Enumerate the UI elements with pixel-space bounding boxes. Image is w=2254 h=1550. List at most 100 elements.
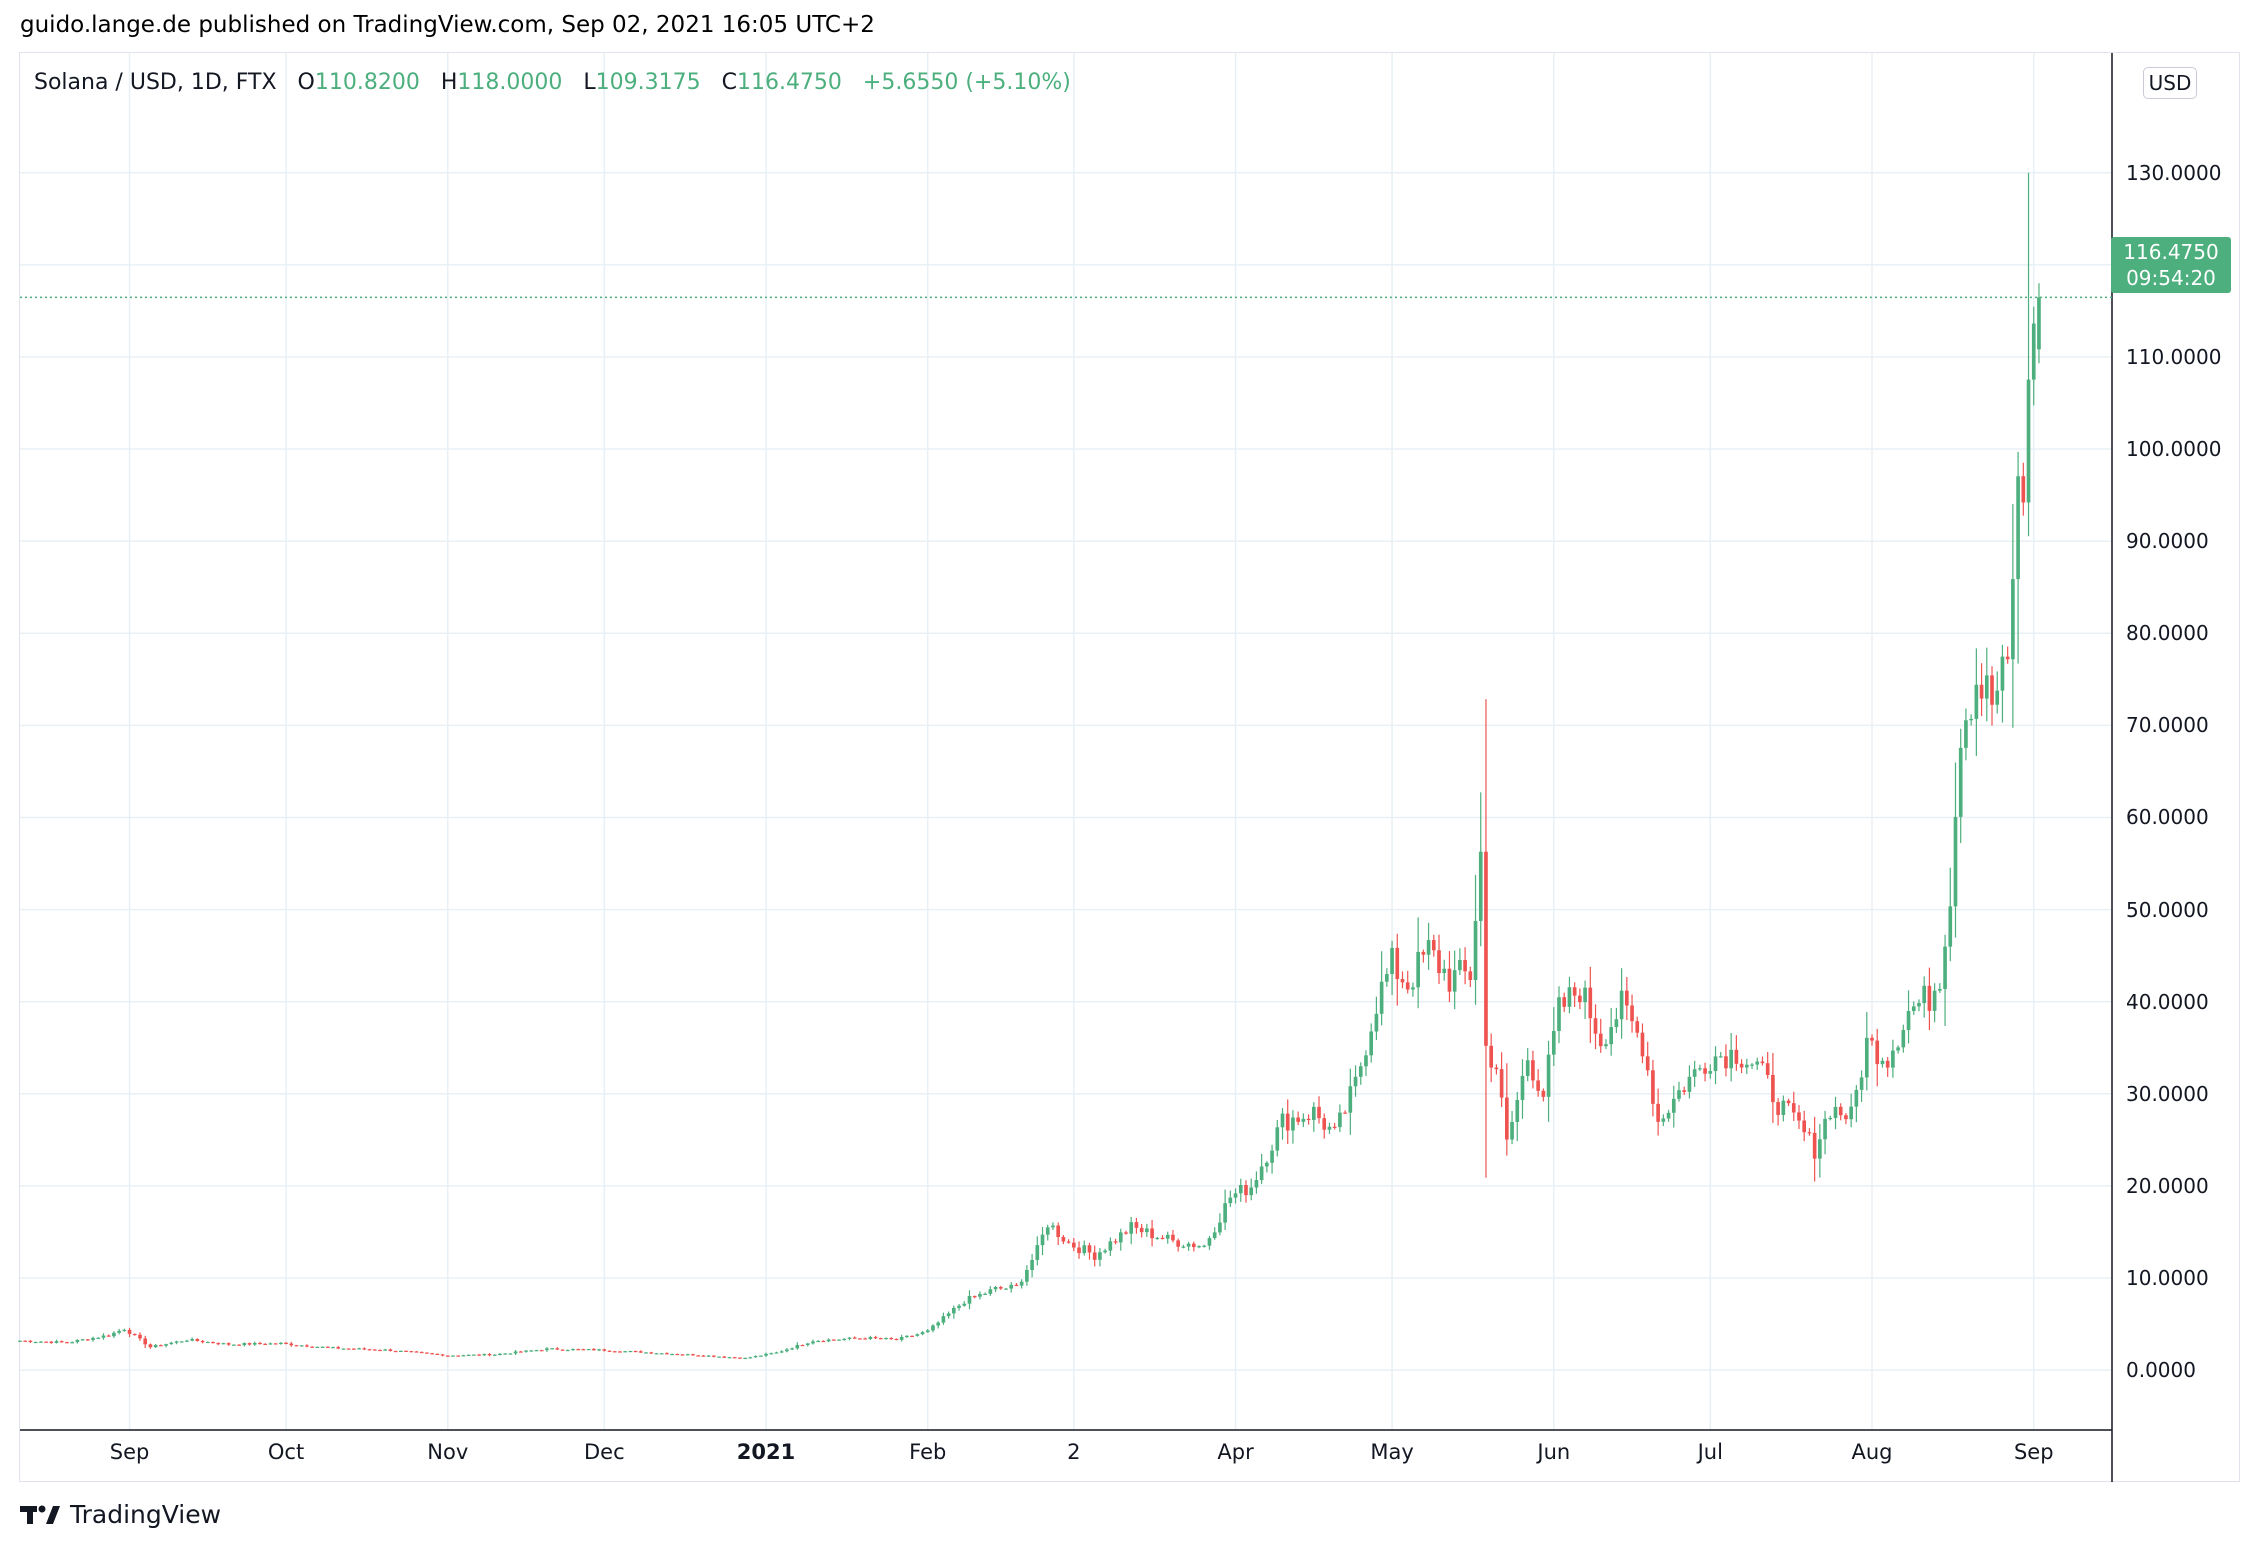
- candle-body: [268, 1343, 273, 1345]
- candle-body: [1129, 1222, 1134, 1234]
- x-tick-label: Feb: [909, 1440, 947, 1464]
- candle-body: [2011, 579, 2015, 660]
- high-value: 118.0000: [457, 70, 563, 95]
- y-tick-label: 100.0000: [2126, 437, 2222, 462]
- tradingview-logo[interactable]: TradingView: [20, 1500, 221, 1529]
- candle-body: [607, 1350, 612, 1352]
- chart-pane[interactable]: [19, 52, 2240, 1482]
- candle-body: [1358, 1066, 1363, 1077]
- candle-body: [1040, 1234, 1045, 1246]
- candle-body: [1687, 1076, 1692, 1092]
- candle-body: [28, 1340, 33, 1343]
- candle-body: [1071, 1242, 1076, 1248]
- candle-body: [367, 1349, 372, 1351]
- candle-body: [1713, 1056, 1718, 1072]
- candle-body: [1750, 1064, 1754, 1066]
- candle-body: [362, 1348, 367, 1350]
- candle-body: [1385, 974, 1389, 982]
- candle-body: [1896, 1047, 1900, 1051]
- candle-body: [1818, 1139, 1822, 1159]
- candle-body: [1259, 1166, 1264, 1181]
- candle-body: [1515, 1100, 1520, 1122]
- symbol-name[interactable]: Solana / USD, 1D, FTX: [34, 70, 277, 95]
- candle-body: [1870, 1037, 1874, 1041]
- candle-body: [1301, 1118, 1306, 1122]
- close-value: 116.4750: [736, 70, 842, 95]
- candle-body: [1598, 1033, 1603, 1047]
- candle-body: [534, 1350, 539, 1352]
- y-tick-label: 30.0000: [2126, 1081, 2209, 1106]
- candle-body: [743, 1357, 747, 1360]
- candle-body: [565, 1349, 570, 1352]
- y-tick-label: 80.0000: [2126, 621, 2209, 646]
- candle-body: [1891, 1050, 1895, 1068]
- candle-body: [435, 1353, 440, 1356]
- candle-body: [638, 1351, 643, 1353]
- candle-body: [1551, 1030, 1556, 1055]
- candle-body: [1400, 979, 1405, 983]
- candle-body: [1332, 1126, 1337, 1128]
- candle-body: [2037, 297, 2041, 350]
- candle-body: [477, 1354, 481, 1356]
- candle-body: [409, 1351, 414, 1353]
- candle-body: [1630, 1005, 1634, 1022]
- candle-body: [44, 1341, 48, 1343]
- candle-body: [1186, 1243, 1191, 1247]
- candle-body: [1729, 1049, 1733, 1069]
- candle-body: [112, 1332, 116, 1337]
- candle-body: [393, 1350, 398, 1353]
- candle-body: [279, 1342, 283, 1344]
- candle-body: [696, 1355, 701, 1357]
- candle-body: [132, 1333, 137, 1336]
- candle-body: [978, 1294, 982, 1297]
- candle-body: [722, 1356, 727, 1358]
- candle-body: [96, 1337, 101, 1339]
- candle-body: [2016, 476, 2020, 580]
- candle-body: [946, 1313, 951, 1317]
- candle-body: [492, 1354, 497, 1356]
- candle-body: [649, 1352, 654, 1354]
- candle-body: [816, 1340, 821, 1343]
- candle-body: [1014, 1284, 1019, 1287]
- candle-body: [1927, 985, 1932, 1011]
- candle-body: [878, 1338, 883, 1340]
- candle-body: [49, 1341, 54, 1343]
- candle-body: [190, 1339, 194, 1341]
- candle-body: [550, 1348, 554, 1350]
- candle-body: [576, 1349, 581, 1351]
- candle-body: [1656, 1103, 1660, 1122]
- candle-body: [1207, 1238, 1212, 1246]
- candle-body: [1035, 1245, 1040, 1260]
- symbol-legend: Solana / USD, 1D, FTX O110.8200 H118.000…: [34, 70, 1071, 95]
- x-tick-label: Sep: [109, 1440, 150, 1464]
- candle-body: [1202, 1245, 1207, 1247]
- candle-body: [2005, 656, 2010, 660]
- candle-body: [592, 1349, 596, 1351]
- last-price-value: 116.4750: [2123, 240, 2219, 264]
- candle-body: [1197, 1246, 1201, 1248]
- candle-body: [75, 1339, 80, 1343]
- candle-body: [1228, 1197, 1233, 1204]
- candle-body: [727, 1357, 732, 1359]
- candle-body: [1431, 940, 1436, 951]
- candle-body: [1948, 906, 1953, 947]
- candle-body: [1812, 1132, 1817, 1159]
- candle-body: [1124, 1232, 1128, 1234]
- candle-body: [1776, 1102, 1780, 1115]
- currency-button[interactable]: USD: [2143, 67, 2197, 99]
- candle-body: [106, 1335, 111, 1337]
- candle-body: [1494, 1067, 1499, 1070]
- candle-body: [1452, 970, 1457, 992]
- candle-body: [1322, 1118, 1327, 1130]
- candle-body: [1760, 1061, 1765, 1064]
- candle-body: [85, 1339, 90, 1341]
- candle-body: [805, 1343, 810, 1346]
- candle-body: [925, 1330, 930, 1333]
- candle-body: [1849, 1106, 1853, 1120]
- last-price-label: 116.4750 09:54:20: [2111, 237, 2231, 293]
- candle-body: [1296, 1117, 1300, 1122]
- low-label: L: [583, 70, 596, 95]
- candle-body: [1505, 1097, 1509, 1140]
- candle-body: [247, 1343, 252, 1345]
